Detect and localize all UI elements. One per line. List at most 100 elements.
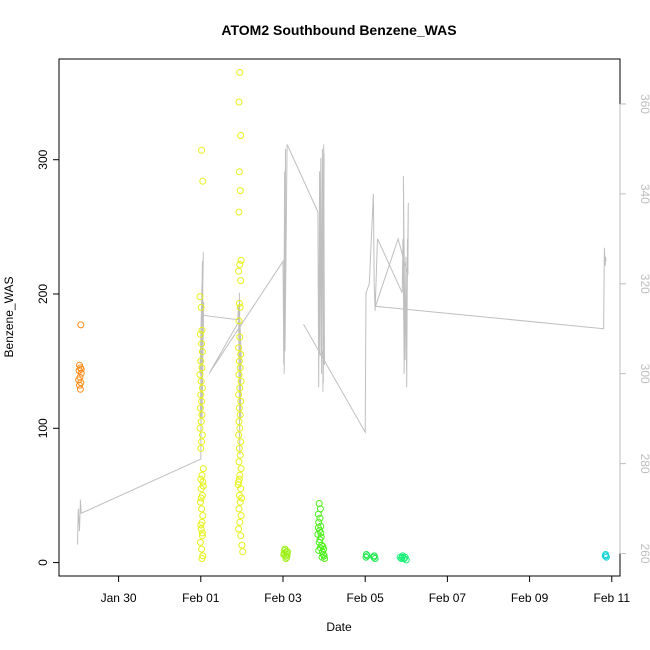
data-point <box>198 545 206 553</box>
data-point <box>320 545 328 553</box>
data-point <box>196 538 204 546</box>
data-point <box>280 551 288 558</box>
data-point <box>236 411 244 419</box>
data-point <box>198 340 206 348</box>
data-point <box>235 357 243 365</box>
data-point <box>282 555 290 562</box>
data-point <box>236 451 244 459</box>
data-point <box>235 404 243 412</box>
x-tick-label: Feb 01 <box>182 591 220 605</box>
data-point <box>236 364 244 372</box>
x-axis-label: Date <box>326 620 352 634</box>
data-point <box>237 465 245 473</box>
scatter-points <box>75 68 610 564</box>
data-point <box>77 321 85 329</box>
data-point <box>237 438 245 446</box>
y-axis: 0 100 200 300 <box>36 149 60 566</box>
data-point <box>197 521 205 529</box>
data-point <box>601 552 609 560</box>
data-point <box>198 471 206 479</box>
data-point <box>198 384 206 392</box>
data-point <box>198 529 206 537</box>
data-point <box>198 505 206 513</box>
data-point <box>76 381 83 389</box>
y-axis-label: Benzene_WAS <box>2 277 16 358</box>
data-point <box>314 510 322 518</box>
data-point <box>370 553 378 561</box>
data-point <box>196 404 204 412</box>
data-point <box>237 377 245 385</box>
line-series <box>77 144 607 545</box>
data-point <box>236 498 244 506</box>
data-point <box>235 299 243 307</box>
data-point <box>77 365 85 373</box>
y-tick-label: 200 <box>36 284 50 304</box>
x-tick-label: Feb 09 <box>511 591 549 605</box>
data-point <box>77 369 85 377</box>
data-point <box>235 98 243 106</box>
data-point <box>363 552 371 560</box>
data-point <box>76 385 84 393</box>
data-point <box>235 168 243 176</box>
data-point <box>316 514 324 522</box>
data-point <box>198 364 206 372</box>
data-point <box>235 317 243 325</box>
x-tick-label: Feb 07 <box>429 591 467 605</box>
data-point <box>198 532 206 540</box>
data-point <box>235 431 243 439</box>
data-point <box>196 424 204 432</box>
data-point <box>199 512 207 520</box>
chart-title: ATOM2 Southbound Benzene_WAS <box>221 22 456 38</box>
data-point <box>196 371 204 379</box>
data-point <box>238 494 245 502</box>
data-point <box>235 418 243 426</box>
data-point <box>236 261 244 268</box>
data-point <box>199 465 207 473</box>
data-point <box>315 518 323 526</box>
right-y-tick-label: 340 <box>638 184 650 204</box>
data-point <box>236 424 244 432</box>
data-point <box>371 555 379 562</box>
data-point <box>197 303 205 311</box>
data-point <box>196 498 204 506</box>
data-point <box>234 481 242 489</box>
data-point <box>398 553 406 561</box>
data-point <box>235 344 243 352</box>
data-point <box>197 377 205 385</box>
x-tick-label: Jan 30 <box>101 591 137 605</box>
right-y-tick-label: 300 <box>638 364 650 384</box>
data-point <box>236 471 244 479</box>
data-point <box>362 551 370 558</box>
data-point <box>197 525 205 533</box>
data-point <box>196 330 204 338</box>
data-point <box>314 524 322 532</box>
data-point <box>235 267 243 275</box>
data-point <box>239 548 247 556</box>
data-point <box>198 146 206 154</box>
right-y-axis: 260 280 300 320 340 360 <box>619 94 650 564</box>
data-point <box>235 391 243 399</box>
right-y-tick-label: 280 <box>638 454 650 474</box>
right-y-tick-label: 320 <box>638 274 650 294</box>
data-point <box>237 132 245 139</box>
data-point <box>237 397 245 405</box>
data-point <box>196 293 204 301</box>
data-point <box>235 458 243 466</box>
data-point <box>198 555 206 562</box>
data-point <box>235 444 243 452</box>
y-tick-label: 0 <box>36 559 50 566</box>
data-point <box>197 475 205 483</box>
data-point <box>236 333 244 341</box>
data-point <box>236 518 244 526</box>
data-point <box>235 371 243 379</box>
data-point <box>198 326 206 334</box>
x-tick-label: Feb 03 <box>264 591 302 605</box>
data-point <box>235 208 243 216</box>
data-point <box>197 357 205 365</box>
data-point <box>236 303 244 311</box>
data-point <box>236 384 244 392</box>
gray-line-series <box>77 144 607 545</box>
plot-frame <box>58 58 621 577</box>
right-y-tick-label: 360 <box>638 94 650 114</box>
